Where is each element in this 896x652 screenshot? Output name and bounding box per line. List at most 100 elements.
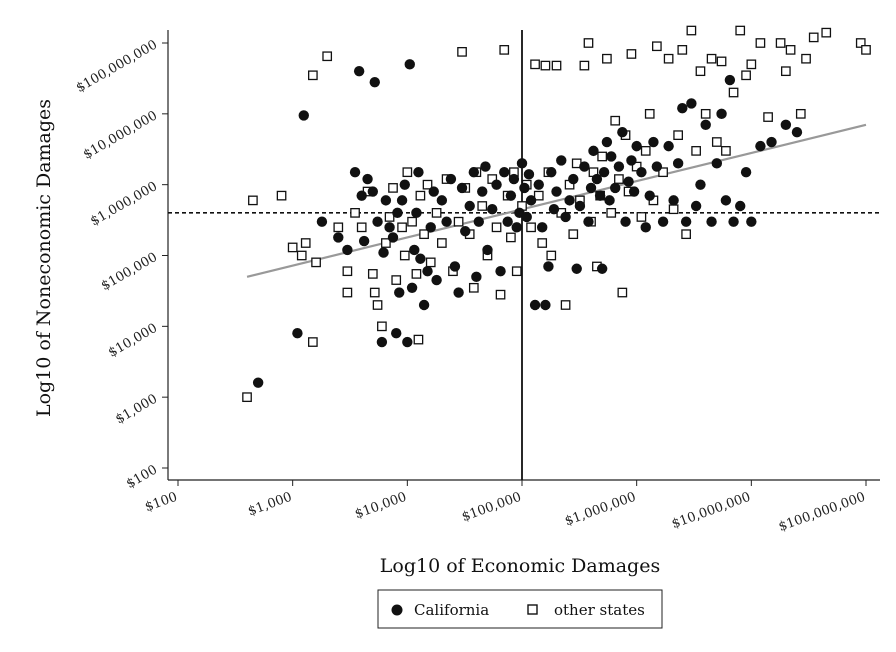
data-point-california xyxy=(523,169,535,180)
data-point-other-states xyxy=(785,45,796,55)
data-point-california xyxy=(680,216,692,227)
data-point-other-states xyxy=(626,49,637,59)
data-point-california xyxy=(631,140,642,152)
data-point-california xyxy=(394,287,405,298)
data-point-california xyxy=(780,119,792,131)
y-tick-label: $10,000,000 xyxy=(81,108,160,162)
data-point-other-states xyxy=(568,229,579,240)
data-point-california xyxy=(626,155,637,166)
data-point-other-states xyxy=(668,204,679,215)
data-point-other-states xyxy=(342,287,353,298)
data-point-other-states xyxy=(808,32,819,43)
data-point-other-states xyxy=(384,212,395,222)
data-point-other-states xyxy=(381,238,391,248)
data-point-other-states xyxy=(388,183,398,193)
data-point-other-states xyxy=(457,46,467,57)
data-point-california xyxy=(411,207,422,219)
data-point-california xyxy=(610,182,621,194)
data-point-other-states xyxy=(746,59,757,70)
data-point-california xyxy=(564,195,575,206)
data-point-california xyxy=(606,151,617,162)
plot-area xyxy=(167,25,880,481)
data-point-other-states xyxy=(399,250,410,261)
data-point-other-states xyxy=(763,112,773,122)
data-point-california xyxy=(418,299,430,311)
data-point-other-states xyxy=(308,70,318,81)
data-point-california xyxy=(663,140,674,152)
data-point-california xyxy=(620,216,631,227)
data-point-california xyxy=(519,182,530,194)
data-point-california xyxy=(579,161,590,172)
data-point-california xyxy=(571,263,582,274)
data-point-california xyxy=(551,186,562,197)
data-point-california xyxy=(409,244,420,256)
data-point-other-states xyxy=(640,146,651,156)
data-point-california xyxy=(728,216,739,227)
data-point-other-states xyxy=(350,208,360,218)
data-point-other-states xyxy=(636,212,647,222)
x-tick-label: $100,000,000 xyxy=(777,490,868,535)
x-tick-label: $10,000 xyxy=(353,490,409,522)
data-point-other-states xyxy=(530,59,540,70)
data-point-california xyxy=(404,59,415,70)
data-point-other-states xyxy=(506,232,516,243)
data-point-california xyxy=(735,200,746,212)
data-point-california xyxy=(460,226,471,237)
data-point-california xyxy=(333,232,344,243)
data-point-california xyxy=(711,158,723,169)
x-axis-title: Log10 of Economic Damages xyxy=(380,555,660,577)
data-point-california xyxy=(533,179,544,190)
data-point-california xyxy=(376,336,388,348)
data-point-california xyxy=(413,166,424,178)
data-point-california xyxy=(568,173,579,185)
data-point-california xyxy=(648,136,659,148)
data-point-california xyxy=(396,195,408,206)
x-tick-label: $100,000 xyxy=(460,490,523,525)
data-point-california xyxy=(380,195,392,206)
data-point-california xyxy=(473,216,484,227)
data-point-other-states xyxy=(795,108,806,119)
data-point-other-states xyxy=(468,282,479,293)
x-tick-label: $1,000,000 xyxy=(563,490,638,530)
data-point-other-states xyxy=(617,287,628,298)
data-point-other-states xyxy=(477,201,488,211)
data-point-california xyxy=(690,200,702,212)
data-point-california xyxy=(791,127,803,138)
data-point-california xyxy=(574,200,586,212)
data-point-california xyxy=(516,158,528,169)
data-point-california xyxy=(560,211,571,223)
data-point-other-states xyxy=(425,257,436,268)
data-point-other-states xyxy=(342,266,353,277)
data-point-california xyxy=(695,179,706,190)
data-point-other-states xyxy=(322,51,333,62)
data-point-other-states xyxy=(579,60,590,71)
data-point-other-states xyxy=(560,300,571,310)
data-point-california xyxy=(252,377,264,388)
data-point-california xyxy=(453,287,464,298)
data-point-other-states xyxy=(583,38,594,48)
data-point-california xyxy=(598,166,610,178)
data-point-california xyxy=(540,299,551,311)
data-point-california xyxy=(482,244,493,256)
data-point-california xyxy=(604,195,615,206)
y-tick-label: $10,000 xyxy=(106,321,160,361)
data-point-california xyxy=(613,161,625,172)
data-point-california xyxy=(536,222,548,233)
data-point-other-states xyxy=(276,190,287,201)
data-point-other-states xyxy=(721,146,731,156)
data-point-other-states xyxy=(597,151,607,162)
data-point-other-states xyxy=(526,222,536,233)
data-point-california xyxy=(391,327,402,339)
data-point-other-states xyxy=(673,130,683,141)
data-point-other-states xyxy=(372,300,383,310)
y-tick-label: $1,000 xyxy=(113,392,160,428)
data-point-california xyxy=(372,216,383,227)
data-point-california xyxy=(298,110,309,121)
data-point-california xyxy=(677,103,688,114)
data-point-california xyxy=(601,136,613,148)
data-point-other-states xyxy=(415,190,426,201)
data-point-california xyxy=(499,166,510,178)
data-point-other-states xyxy=(537,238,548,248)
data-point-other-states xyxy=(706,53,717,64)
data-point-other-states xyxy=(681,229,691,240)
